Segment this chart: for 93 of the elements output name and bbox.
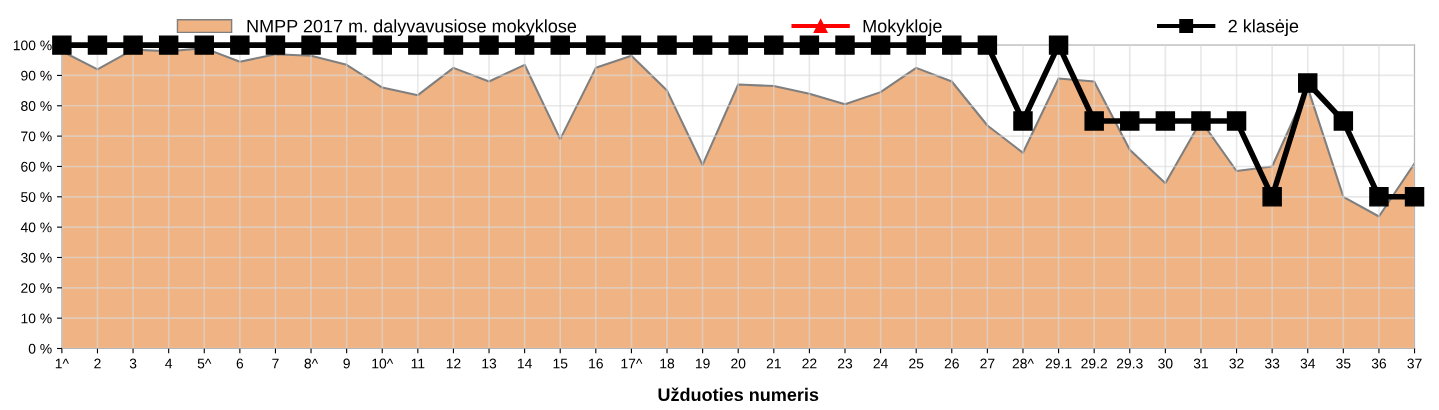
point bbox=[1262, 187, 1282, 207]
point bbox=[1013, 111, 1033, 131]
x-tick-label: 2 bbox=[94, 358, 101, 369]
point bbox=[550, 35, 570, 55]
x-tick-label: 24 bbox=[873, 358, 888, 369]
point bbox=[1404, 187, 1425, 207]
x-axis-title: Užduoties numeris bbox=[658, 387, 819, 402]
point bbox=[977, 35, 998, 55]
point bbox=[52, 35, 72, 55]
x-tick-label: 32 bbox=[1229, 358, 1244, 369]
point bbox=[764, 35, 784, 55]
point bbox=[336, 35, 357, 55]
x-tick-label: 26 bbox=[944, 358, 959, 369]
point bbox=[1191, 111, 1211, 131]
point bbox=[265, 35, 286, 55]
x-tick-label: 9 bbox=[343, 358, 350, 369]
x-tick-label: 22 bbox=[802, 358, 817, 369]
point bbox=[1333, 111, 1354, 131]
point bbox=[514, 35, 535, 55]
y-tick-label: 100 % bbox=[13, 40, 52, 51]
x-tick-label: 3 bbox=[129, 358, 137, 369]
point bbox=[728, 35, 748, 55]
legend-label: 2 klasėje bbox=[1228, 19, 1299, 37]
x-tick-label: 16 bbox=[589, 358, 603, 369]
x-tick-label: 29.2 bbox=[1081, 358, 1107, 369]
point bbox=[621, 35, 642, 55]
point bbox=[586, 35, 606, 55]
y-tick-label: 80 % bbox=[21, 101, 52, 111]
x-tick-label: 1^ bbox=[55, 358, 69, 369]
x-tick-label: 28^ bbox=[1012, 358, 1034, 369]
point bbox=[123, 35, 143, 55]
point bbox=[1084, 111, 1104, 131]
x-tick-label: 6 bbox=[236, 358, 244, 369]
point bbox=[1120, 111, 1140, 131]
y-tick-label: 20 % bbox=[21, 283, 52, 293]
y-tick-label: 40 % bbox=[20, 222, 52, 233]
x-tick-label: 8^ bbox=[304, 358, 319, 369]
x-tick-label: 10^ bbox=[372, 358, 394, 369]
point bbox=[692, 35, 713, 55]
point bbox=[657, 35, 677, 55]
x-tick-label: 27 bbox=[980, 358, 995, 369]
point bbox=[906, 35, 926, 55]
x-tick-label: 13 bbox=[482, 358, 497, 369]
point bbox=[87, 35, 108, 55]
x-tick-label: 7 bbox=[272, 358, 279, 369]
y-tick-label: 0 % bbox=[28, 343, 52, 354]
point bbox=[408, 35, 428, 55]
x-tick-label: 34 bbox=[1300, 358, 1316, 369]
x-tick-label: 15 bbox=[553, 358, 568, 369]
point bbox=[479, 35, 499, 55]
point bbox=[1226, 111, 1247, 131]
y-tick-label: 60 % bbox=[21, 161, 52, 172]
point bbox=[942, 35, 962, 55]
x-tick-label: 30 bbox=[1158, 358, 1173, 369]
x-tick-label: 5^ bbox=[197, 358, 212, 369]
y-tick-label: 10 % bbox=[21, 313, 52, 324]
point bbox=[301, 35, 321, 55]
point bbox=[799, 35, 820, 55]
y-tick-label: 30 % bbox=[21, 252, 52, 263]
x-tick-label: 11 bbox=[411, 358, 425, 369]
legend-label: Mokykloje bbox=[863, 19, 942, 37]
x-tick-label: 35 bbox=[1336, 358, 1351, 369]
x-tick-label: 4 bbox=[165, 358, 173, 369]
point bbox=[1369, 187, 1389, 207]
y-tick-label: 90 % bbox=[21, 70, 52, 81]
legend-label: NMPP 2017 m. dalyvavusiose mokyklose bbox=[247, 19, 577, 37]
point bbox=[870, 35, 891, 55]
x-tick-label: 37 bbox=[1407, 358, 1422, 369]
x-tick-label: 36 bbox=[1371, 358, 1387, 369]
x-tick-label: 17^ bbox=[621, 358, 643, 369]
x-tick-label: 12 bbox=[446, 358, 461, 369]
point bbox=[835, 35, 855, 55]
x-tick-label: 20 bbox=[731, 358, 746, 369]
point bbox=[372, 35, 392, 55]
y-tick-label: 70 % bbox=[21, 131, 52, 142]
point bbox=[1298, 73, 1318, 93]
x-tick-label: 29.3 bbox=[1116, 358, 1143, 369]
point bbox=[1048, 35, 1069, 55]
x-tick-label: 33 bbox=[1264, 358, 1280, 369]
x-tick-label: 23 bbox=[837, 358, 853, 369]
point bbox=[1155, 111, 1176, 131]
x-tick-label: 29.1 bbox=[1045, 358, 1072, 369]
x-tick-label: 25 bbox=[909, 358, 924, 369]
y-tick-label: 50 % bbox=[21, 192, 52, 202]
point bbox=[230, 35, 250, 55]
x-tick-label: 21 bbox=[766, 358, 781, 369]
point bbox=[194, 35, 214, 55]
point bbox=[158, 35, 179, 55]
x-tick-label: 18 bbox=[660, 358, 675, 369]
x-tick-label: 19 bbox=[695, 358, 710, 369]
point bbox=[443, 35, 464, 55]
x-tick-label: 14 bbox=[517, 358, 532, 369]
x-tick-label: 31 bbox=[1193, 358, 1209, 369]
